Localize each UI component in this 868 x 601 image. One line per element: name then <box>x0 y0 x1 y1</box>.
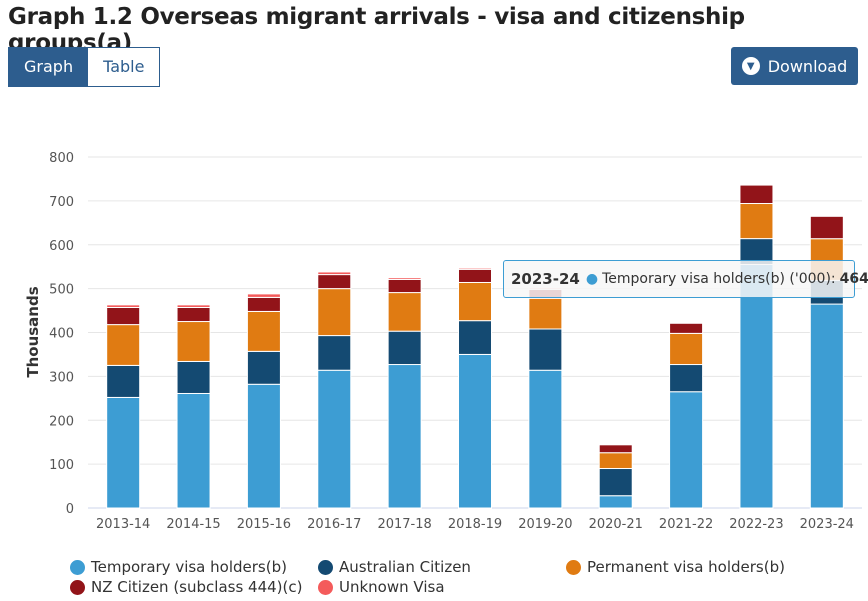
legend-swatch-icon <box>318 579 333 595</box>
bar-segment[interactable] <box>528 328 563 371</box>
x-tick-label: 2023-24 <box>800 517 854 532</box>
y-tick-label: 800 <box>49 151 74 166</box>
x-tick-label: 2016-17 <box>307 517 361 532</box>
legend-item[interactable]: NZ Citizen (subclass 444)(c) <box>70 578 302 596</box>
bar-segment[interactable] <box>387 330 422 366</box>
bar-segment[interactable] <box>458 320 492 355</box>
bar-segment[interactable] <box>669 322 704 334</box>
download-button[interactable]: ▼ Download <box>731 47 858 85</box>
x-tick-label: 2018-19 <box>448 517 502 532</box>
bar-segment[interactable] <box>176 306 211 323</box>
bar-segment[interactable] <box>598 444 633 454</box>
legend-swatch-icon <box>70 579 85 595</box>
legend-item[interactable]: Temporary visa holders(b) <box>70 558 287 576</box>
legend-label: Unknown Visa <box>339 578 445 596</box>
legend-label: NZ Citizen (subclass 444)(c) <box>91 578 303 596</box>
bar-segment[interactable] <box>669 364 704 393</box>
bar-segment[interactable] <box>739 184 774 205</box>
bar-segment[interactable] <box>598 452 633 470</box>
bar-segment[interactable] <box>669 391 704 509</box>
tab-table[interactable]: Table <box>88 48 160 86</box>
view-tabs: Graph Table <box>8 47 161 87</box>
tooltip-category: 2023-24 <box>511 270 580 288</box>
legend-item[interactable]: Australian Citizen <box>318 558 471 576</box>
bar-segment[interactable] <box>246 350 281 385</box>
legend-item[interactable]: Unknown Visa <box>318 578 445 596</box>
download-label: Download <box>767 56 848 76</box>
legend-item[interactable]: Permanent visa holders(b) <box>566 558 785 576</box>
bar-segment[interactable] <box>106 364 141 398</box>
x-tick-label: 2015-16 <box>237 517 291 532</box>
x-tick-label: 2013-14 <box>96 517 150 532</box>
series-dot-icon: ● <box>585 271 599 287</box>
bar-segment[interactable] <box>246 383 281 509</box>
bar-segment[interactable] <box>317 274 352 290</box>
bar-segment[interactable] <box>317 335 352 371</box>
legend-label: Permanent visa holders(b) <box>587 558 785 576</box>
bar-segment[interactable] <box>106 304 141 308</box>
bar-segment[interactable] <box>528 369 563 509</box>
x-tick-label: 2014-15 <box>166 517 220 532</box>
bar-segment[interactable] <box>317 288 352 337</box>
legend-swatch-icon <box>70 559 85 575</box>
bar-segment[interactable] <box>176 304 211 308</box>
bar-segment[interactable] <box>528 297 563 330</box>
tooltip: 2023-24 ● Temporary visa holders(b) ('00… <box>503 260 868 298</box>
bar-segment[interactable] <box>317 271 352 276</box>
tooltip-value: 464.78 <box>839 271 868 287</box>
x-tick-label: 2019-20 <box>518 517 572 532</box>
bar-segment[interactable] <box>246 296 281 312</box>
bar-segment[interactable] <box>176 360 211 394</box>
tab-graph[interactable]: Graph <box>9 48 89 86</box>
x-tick-label: 2017-18 <box>377 517 431 532</box>
x-tick-label: 2020-21 <box>589 517 643 532</box>
bar-segment[interactable] <box>176 392 211 509</box>
bar-segment[interactable] <box>106 306 141 326</box>
bar-segment[interactable] <box>458 353 492 509</box>
bar-segment[interactable] <box>176 321 211 362</box>
y-tick-label: 100 <box>49 458 74 473</box>
bar-segment[interactable] <box>246 310 281 352</box>
bar-segment[interactable] <box>458 268 492 283</box>
y-tick-label: 600 <box>49 239 74 254</box>
bar-segment[interactable] <box>669 332 704 366</box>
y-tick-label: 500 <box>49 283 74 298</box>
bar-segment[interactable] <box>739 263 774 509</box>
legend-swatch-icon <box>318 559 333 575</box>
legend-label: Australian Citizen <box>339 558 471 576</box>
bar-segment[interactable] <box>598 495 633 509</box>
legend-label: Temporary visa holders(b) <box>91 558 287 576</box>
bar-segment[interactable] <box>387 292 422 332</box>
bar-segment[interactable] <box>387 277 422 280</box>
bar-segment[interactable] <box>387 278 422 294</box>
bar-segment[interactable] <box>246 293 281 298</box>
bar-segment[interactable] <box>317 369 352 509</box>
bar-segment[interactable] <box>387 364 422 509</box>
legend-swatch-icon <box>566 559 581 575</box>
bar-segment[interactable] <box>809 215 844 240</box>
y-tick-label: 0 <box>66 502 74 517</box>
y-axis-label: Thousands <box>24 286 42 377</box>
x-tick-label: 2022-23 <box>729 517 783 532</box>
x-tick-label: 2021-22 <box>659 517 713 532</box>
bar-segment[interactable] <box>458 267 492 270</box>
bar-segment[interactable] <box>458 281 492 322</box>
bar-segment[interactable] <box>598 468 633 497</box>
y-tick-label: 300 <box>49 370 74 385</box>
y-tick-label: 700 <box>49 195 74 210</box>
bar-segment[interactable] <box>106 324 141 366</box>
y-tick-label: 400 <box>49 327 74 342</box>
bar-segment[interactable] <box>106 396 141 509</box>
bar-segment[interactable] <box>739 203 774 240</box>
chevron-down-icon: ▼ <box>741 57 760 75</box>
page-title: Graph 1.2 Overseas migrant arrivals - vi… <box>8 4 745 56</box>
bar-segment[interactable] <box>809 303 844 509</box>
tooltip-series: Temporary visa holders(b) ('000): <box>602 271 836 287</box>
y-tick-label: 200 <box>49 414 74 429</box>
